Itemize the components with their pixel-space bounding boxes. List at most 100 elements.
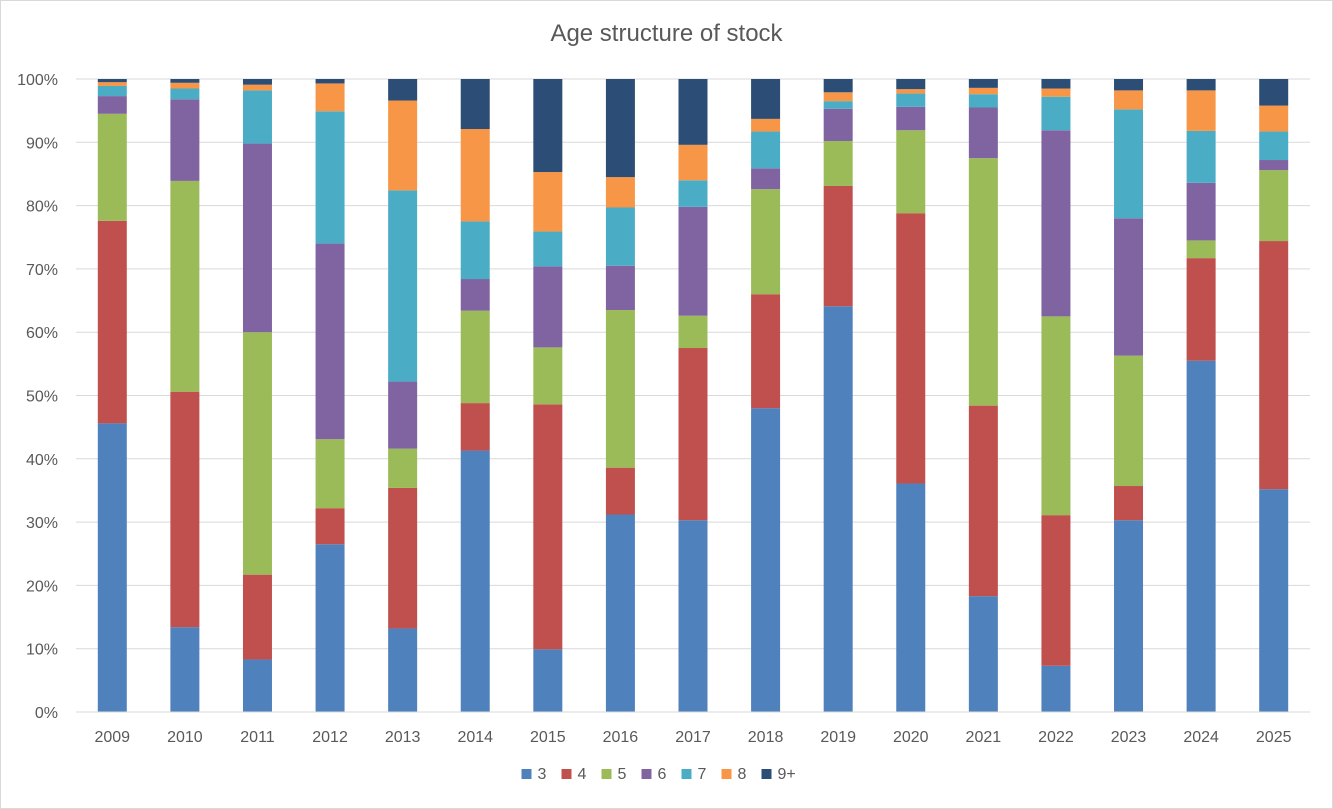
x-tick-label: 2024 (1183, 729, 1219, 746)
legend-swatch (761, 769, 772, 779)
x-tick-label: 2018 (748, 729, 784, 746)
bar-segment-2020-age-8 (896, 89, 926, 94)
bar-segment-2013-age-4 (388, 487, 418, 629)
bar-segment-2012-age-5 (315, 439, 345, 509)
bar-segment-2018-age-6 (751, 168, 781, 190)
bar-segment-2021-age-3 (968, 596, 998, 712)
x-tick-label: 2016 (603, 729, 639, 746)
bar-segment-2022-age-3 (1041, 665, 1071, 712)
x-tick-label: 2022 (1038, 729, 1074, 746)
x-tick-label: 2014 (457, 729, 493, 746)
bar-segment-2021-age-9plus (968, 79, 998, 88)
bar-segment-2022-age-5 (1041, 316, 1071, 516)
y-tick-label: 70% (26, 262, 58, 279)
bar-segment-2017-age-9plus (678, 79, 708, 145)
bar-segment-2010-age-5 (170, 180, 200, 392)
bar-segment-2018-age-8 (751, 118, 781, 132)
bar-segment-2013-age-8 (388, 100, 418, 191)
bar-segment-2018-age-4 (751, 294, 781, 409)
bar-segment-2024-age-8 (1186, 90, 1216, 131)
bar-segment-2011-age-3 (242, 659, 272, 712)
y-axis: 0% 10% 20% 30% 40% 50% 60% 70% 80% 90% 100% (17, 72, 58, 722)
x-tick-label: 2011 (240, 729, 275, 746)
bar-segment-2024-age-6 (1186, 182, 1216, 241)
bar-segment-2021-age-6 (968, 107, 998, 159)
y-tick-label: 90% (26, 135, 58, 152)
bar-segment-2013-age-6 (388, 381, 418, 449)
legend-label: 8 (738, 766, 747, 783)
bar-segment-2020-age-4 (896, 213, 926, 484)
bar-segment-2023-age-3 (1114, 520, 1144, 712)
y-tick-label: 80% (26, 199, 58, 216)
bar-segment-2011-age-7 (242, 90, 272, 144)
bar-segment-2012-age-9plus (315, 79, 345, 84)
bar-segment-2009-age-6 (97, 96, 127, 114)
bar-segment-2016-age-6 (605, 265, 635, 311)
y-tick-label: 60% (26, 325, 58, 342)
bar-segment-2013-age-3 (388, 628, 418, 712)
bar-segment-2009-age-3 (97, 423, 127, 712)
y-tick-label: 10% (26, 642, 58, 659)
bar-segment-2018-age-9plus (751, 79, 781, 119)
bar-segment-2019-age-8 (823, 92, 853, 102)
bar-segment-2016-age-3 (605, 514, 635, 712)
bar-segment-2015-age-5 (533, 347, 563, 405)
bar-segment-2015-age-4 (533, 404, 563, 650)
bar-segment-2018-age-5 (751, 189, 781, 295)
bar-segment-2018-age-7 (751, 131, 781, 169)
bar-segment-2013-age-9plus (388, 79, 418, 101)
bar-segment-2024-age-4 (1186, 258, 1216, 361)
bar-segment-2012-age-3 (315, 544, 345, 712)
bar-segment-2013-age-7 (388, 190, 418, 382)
bar-segment-2010-age-3 (170, 627, 200, 712)
y-tick-label: 0% (35, 705, 58, 722)
bar-segment-2009-age-9plus (97, 79, 127, 83)
bar-segment-2015-age-9plus (533, 79, 563, 173)
bar-segment-2014-age-6 (460, 279, 490, 311)
bar-segment-2011-age-6 (242, 143, 272, 333)
x-tick-label: 2009 (94, 729, 130, 746)
bar-segment-2022-age-6 (1041, 130, 1071, 317)
bar-segment-2017-age-5 (678, 315, 708, 349)
bar-segment-2025-age-6 (1259, 160, 1289, 171)
legend-label: 6 (658, 766, 667, 783)
bar-segment-2023-age-7 (1114, 109, 1144, 219)
bar-segment-2024-age-3 (1186, 360, 1216, 712)
bar-segment-2024-age-7 (1186, 130, 1216, 183)
x-tick-label: 2019 (820, 729, 856, 746)
bar-segment-2021-age-4 (968, 405, 998, 597)
legend-label: 9+ (778, 766, 796, 783)
bar-segment-2009-age-8 (97, 82, 127, 86)
x-axis: 2009 2010 2011 2012 2013 2014 2015 2016 2017 2018… (76, 711, 1310, 746)
bar-segment-2025-age-4 (1259, 241, 1289, 490)
legend-swatch (641, 769, 652, 779)
bar-segment-2025-age-9plus (1259, 79, 1289, 106)
bar-segment-2009-age-7 (97, 85, 127, 97)
bar-segment-2013-age-5 (388, 448, 418, 488)
bar-segment-2015-age-8 (533, 172, 563, 232)
bar-segment-2010-age-9plus (170, 79, 200, 83)
bar-segment-2016-age-5 (605, 310, 635, 468)
bar-segment-2017-age-4 (678, 348, 708, 521)
y-tick-label: 40% (26, 452, 58, 469)
bar-segment-2023-age-4 (1114, 486, 1144, 521)
legend-swatch (521, 769, 532, 779)
bar-segment-2012-age-8 (315, 83, 345, 112)
bar-segment-2020-age-3 (896, 483, 926, 712)
bar-segment-2022-age-4 (1041, 515, 1071, 666)
bar-segment-2017-age-8 (678, 144, 708, 181)
bar-segment-2010-age-6 (170, 99, 200, 181)
legend-label: 3 (538, 766, 547, 783)
bar-segment-2016-age-4 (605, 467, 635, 515)
bar-segment-2016-age-8 (605, 177, 635, 208)
x-tick-label: 2015 (530, 729, 566, 746)
bar-segment-2020-age-7 (896, 93, 926, 107)
bar-segment-2023-age-5 (1114, 355, 1144, 487)
bar-segment-2025-age-5 (1259, 170, 1289, 242)
bar-segment-2015-age-3 (533, 649, 563, 712)
x-tick-label: 2023 (1111, 729, 1147, 746)
bar-segment-2021-age-7 (968, 94, 998, 108)
bar-segment-2011-age-4 (242, 574, 272, 660)
legend-swatch (721, 769, 732, 779)
